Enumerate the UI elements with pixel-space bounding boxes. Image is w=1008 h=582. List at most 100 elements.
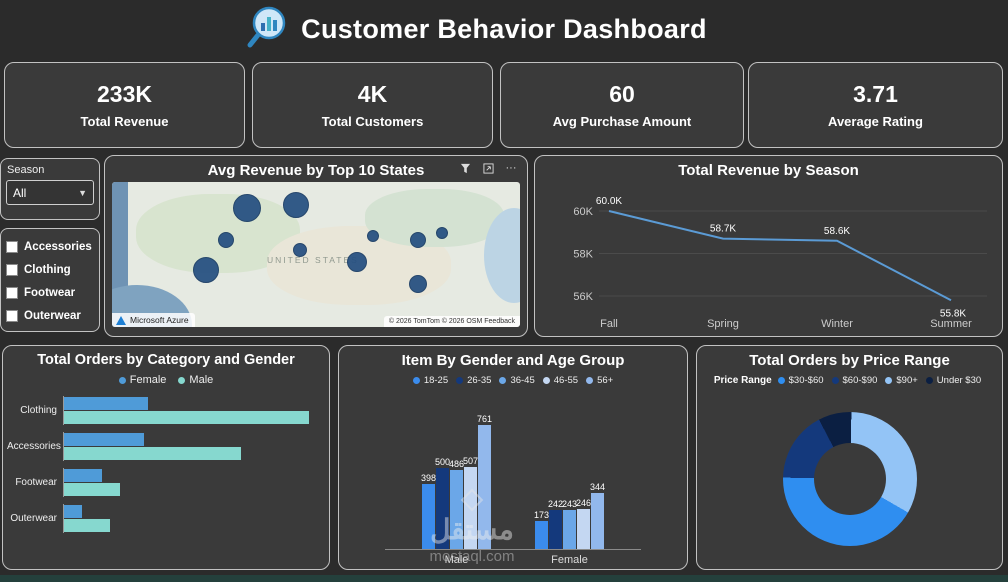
donut-chart[interactable] (782, 412, 917, 546)
category-checkbox-accessories[interactable]: Accessories (6, 235, 94, 258)
bar-male-36-45[interactable] (450, 470, 463, 549)
bar-footwear-female[interactable] (64, 469, 103, 482)
bar-group-accessories: Accessories (7, 432, 319, 461)
legend-item[interactable]: 26-35 (456, 375, 491, 386)
state-bubble[interactable] (436, 226, 449, 239)
x-tick-label: Summer (930, 318, 972, 330)
bar-female-56+[interactable] (591, 493, 604, 549)
bar-group-outerwear: Outerwear (7, 504, 319, 533)
checkbox-label: Clothing (24, 263, 71, 276)
bar-wrap: 344 (589, 482, 606, 549)
legend-label: 18-25 (423, 375, 449, 386)
category-checkbox-clothing[interactable]: Clothing (6, 258, 94, 281)
data-label: 55.8K (940, 308, 966, 319)
data-label: 344 (589, 482, 606, 493)
legend-item[interactable]: 18-25 (412, 375, 449, 386)
category-checkbox-outerwear[interactable]: Outerwear (6, 304, 94, 327)
kpi-label: Total Customers (321, 114, 424, 129)
bar-wrap: 242 (547, 498, 564, 549)
state-bubble[interactable] (292, 243, 307, 258)
state-bubble[interactable] (409, 274, 427, 293)
data-label: 58.6K (824, 226, 850, 237)
legend-dot-icon (586, 377, 594, 384)
bar-wrap: 243 (562, 499, 577, 549)
bar-wrap: 761 (477, 414, 492, 549)
checkbox-icon (6, 263, 18, 276)
header: Customer Behavior Dashboard (0, 0, 980, 58)
legend-dot-icon (412, 377, 420, 384)
kpi-value: 4K (357, 81, 388, 107)
bar-footwear-male[interactable] (64, 483, 120, 496)
map-canvas[interactable]: UNITED STATES Microsoft Azure © 2026 Tom… (112, 182, 520, 327)
vbar-legend: 18-25 26-35 36-45 46-55 56+ (339, 375, 687, 386)
focus-mode-icon[interactable] (480, 161, 496, 175)
bar-wrap: 486 (448, 459, 465, 549)
bar-wrap: 398 (421, 473, 436, 549)
season-dropdown[interactable]: All ▼ (6, 180, 94, 205)
legend-item[interactable]: Male (178, 374, 213, 386)
line-chart-total-revenue-by-season[interactable]: 60K 58K 56K Fall Spring Winter Summer 60.0K 58.7… (535, 156, 1002, 336)
x-tick-label: Fall (600, 318, 618, 330)
kpi-label: Avg Purchase Amount (552, 114, 692, 129)
legend-label: 26-35 (467, 375, 492, 386)
bar-wrap: 246 (576, 498, 591, 549)
state-bubble[interactable] (410, 232, 426, 248)
data-label: 58.7K (710, 224, 736, 235)
legend-item[interactable]: Under $30 (925, 375, 981, 386)
checkbox-label: Footwear (24, 286, 76, 299)
bar-male-18-25[interactable] (422, 484, 435, 549)
map-region-label: UNITED STATES (267, 254, 359, 265)
bar-group-footwear: Footwear (7, 468, 319, 497)
kpi-value: 3.71 (853, 81, 898, 107)
state-bubble[interactable] (232, 194, 261, 223)
y-tick-label: 56K (573, 291, 593, 303)
state-bubble[interactable] (346, 251, 367, 272)
more-options-icon[interactable]: ··· (505, 162, 517, 174)
legend-item[interactable]: 36-45 (499, 375, 535, 386)
map-visual-card: Avg Revenue by Top 10 States ··· UNITED … (104, 155, 528, 337)
data-label: 486 (448, 459, 465, 470)
category-label: Male (444, 554, 469, 566)
donut-legend: Price Range $30-$60 $60-$90 $90+ Under $30 (697, 375, 1002, 386)
legend-item[interactable]: 56+ (586, 375, 613, 386)
bar-female-26-35[interactable] (549, 509, 562, 549)
data-label: 60.0K (596, 196, 622, 207)
legend-item[interactable]: $30-$60 (777, 375, 824, 386)
bar-male-56+[interactable] (478, 425, 491, 549)
bar-female-36-45[interactable] (563, 509, 576, 549)
bar-male-46-55[interactable] (464, 466, 477, 549)
legend-label: $90+ (896, 375, 918, 386)
legend-dot-icon (777, 377, 785, 384)
category-checkbox-footwear[interactable]: Footwear (6, 281, 94, 304)
legend-item[interactable]: $60-$90 (831, 375, 878, 386)
legend-item[interactable]: $90+ (885, 375, 918, 386)
bar-wrap: 173 (534, 510, 549, 549)
bar-accessories-female[interactable] (64, 433, 145, 446)
bar-female-46-55[interactable] (577, 509, 590, 549)
state-bubble[interactable] (218, 232, 235, 248)
legend-dot-icon (499, 377, 507, 384)
bar-group-male: 398 500 486 507 761 (421, 414, 492, 549)
bar-outerwear-female[interactable] (64, 505, 82, 518)
state-bubble[interactable] (367, 229, 380, 242)
azure-logo-icon (116, 315, 126, 325)
donut-chart-title: Total Orders by Price Range (749, 352, 950, 369)
kpi-total-revenue: 233K Total Revenue (4, 62, 245, 148)
map-title: Avg Revenue by Top 10 States (207, 162, 425, 179)
x-tick-label: Winter (821, 318, 853, 330)
category-label: Female (551, 554, 588, 566)
data-label: 242 (547, 498, 564, 509)
legend-item[interactable]: 46-55 (542, 375, 578, 386)
bar-male-26-35[interactable] (436, 467, 449, 549)
state-bubble[interactable] (282, 192, 309, 219)
bar-female-18-25[interactable] (535, 520, 548, 549)
legend-label: $60-$90 (842, 375, 878, 386)
legend-item[interactable]: Female (118, 374, 166, 386)
bar-outerwear-male[interactable] (64, 519, 111, 532)
bar-clothing-male[interactable] (64, 411, 310, 424)
state-bubble[interactable] (192, 257, 219, 284)
kpi-total-customers: 4K Total Customers (252, 62, 493, 148)
bar-clothing-female[interactable] (64, 397, 149, 410)
bar-accessories-male[interactable] (64, 447, 241, 460)
filter-icon[interactable] (457, 161, 473, 175)
